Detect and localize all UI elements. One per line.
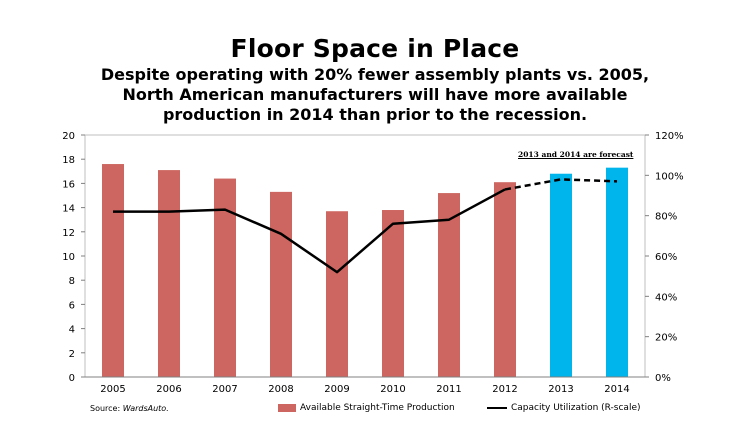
utilization-line-forecast (504, 178, 618, 191)
y-tick-label-16: 16 (62, 179, 75, 190)
bar-2014 (606, 167, 628, 377)
y2-tick-label-80%: 80% (655, 212, 677, 223)
y2-tick-label-40%: 40% (655, 292, 677, 303)
y-tick-label-0: 0 (69, 373, 75, 384)
subtitle-line-1: Despite operating with 20% fewer assembl… (100, 65, 650, 84)
y2-tick-label-100%: 100% (655, 171, 684, 182)
bar-series (102, 164, 628, 377)
x-tick-label-2008: 2008 (268, 384, 293, 395)
x-tick-label-2014: 2014 (604, 384, 629, 395)
y-tick-label-18: 18 (62, 155, 75, 166)
legend-label-utilization: Capacity Utilization (R-scale) (511, 403, 641, 413)
bar-2006 (158, 170, 180, 377)
y-tick-label-8: 8 (69, 276, 75, 287)
bar-2009 (326, 211, 348, 377)
x-tick-label-2012: 2012 (492, 384, 517, 395)
x-tick-label-2007: 2007 (212, 384, 237, 395)
legend-swatch-utilization (487, 407, 507, 409)
axes: 0 2 4 6 8 10 12 14 16 18 20 0% 20% 40% 60% 80% 100% 120% 2… (62, 131, 683, 395)
line-series (112, 178, 618, 274)
x-tick-label-2005: 2005 (100, 384, 125, 395)
y-tick-label-14: 14 (62, 204, 75, 215)
y2-tick-label-20%: 20% (655, 333, 677, 344)
y-tick-label-4: 4 (69, 325, 75, 336)
y-tick-label-10: 10 (62, 252, 75, 263)
y-tick-label-6: 6 (69, 300, 75, 311)
bar-2012 (494, 182, 516, 377)
x-tick-label-2011: 2011 (436, 384, 461, 395)
utilization-line-actual (113, 188, 506, 274)
legend-item-utilization: Capacity Utilization (R-scale) (487, 403, 641, 413)
bar-2010 (382, 210, 404, 377)
y2-tick-label-120%: 120% (655, 131, 684, 142)
y2-tick-label-60%: 60% (655, 252, 677, 263)
x-tick-label-2013: 2013 (548, 384, 573, 395)
source-note: Source: WardsAuto. (90, 404, 169, 413)
bar-2007 (214, 178, 236, 377)
subtitle-line-2: North American manufacturers will have m… (122, 85, 628, 104)
y-tick-label-12: 12 (62, 228, 75, 239)
chart-subtitle: Despite operating with 20% fewer assembl… (100, 65, 650, 125)
bar-2008 (270, 191, 292, 377)
bar-2011 (438, 193, 460, 377)
legend-label-production: Available Straight-Time Production (300, 403, 455, 413)
x-tick-label-2006: 2006 (156, 384, 181, 395)
x-tick-label-2010: 2010 (380, 384, 405, 395)
legend-item-production: Available Straight-Time Production (278, 403, 455, 413)
y-tick-label-2: 2 (69, 349, 75, 360)
chart-title: Floor Space in Place (230, 34, 520, 63)
legend-swatch-production (278, 404, 296, 412)
x-tick-label-2009: 2009 (324, 384, 349, 395)
source-label: Source: (90, 404, 123, 413)
source-name: WardsAuto. (122, 404, 169, 413)
bar-2005 (102, 164, 124, 377)
y-tick-label-20: 20 (62, 131, 75, 142)
forecast-annotation: 2013 and 2014 are forecast (518, 150, 634, 159)
bar-2013 (550, 173, 572, 377)
y2-tick-label-0%: 0% (655, 373, 671, 384)
subtitle-line-3: production in 2014 than prior to the rec… (162, 105, 588, 124)
